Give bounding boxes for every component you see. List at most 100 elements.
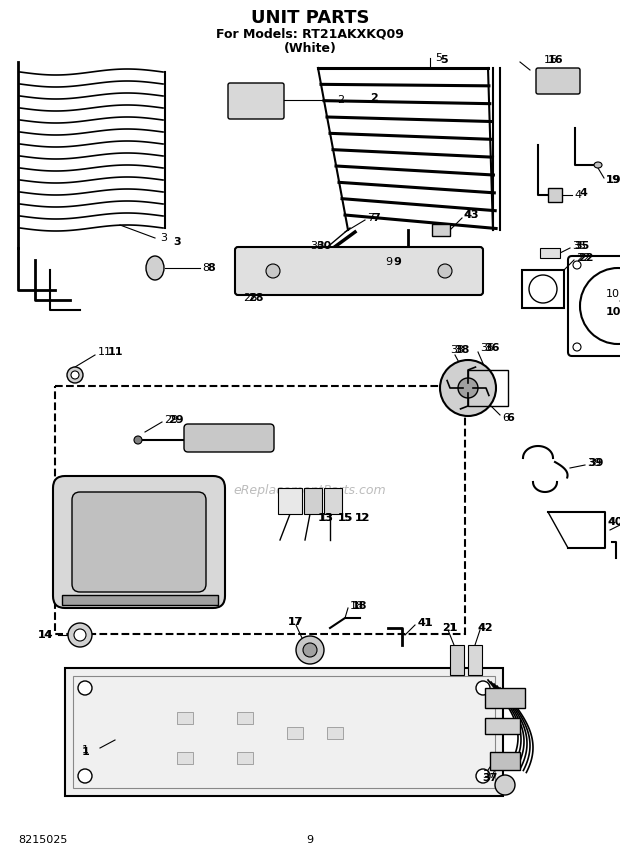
- Circle shape: [476, 681, 490, 695]
- Text: 18: 18: [352, 601, 368, 611]
- Bar: [327, 727, 343, 739]
- Text: eReplacementParts.com: eReplacementParts.com: [234, 484, 386, 496]
- Text: 40: 40: [608, 517, 620, 527]
- Circle shape: [440, 360, 496, 416]
- Text: 42: 42: [478, 623, 492, 633]
- Ellipse shape: [304, 263, 316, 273]
- Bar: [177, 752, 193, 764]
- Text: 11: 11: [108, 347, 123, 357]
- Ellipse shape: [594, 162, 602, 168]
- Bar: [522, 270, 564, 308]
- Text: 36: 36: [480, 343, 494, 353]
- Text: 14: 14: [38, 630, 53, 640]
- Circle shape: [573, 261, 581, 269]
- Text: 29: 29: [168, 415, 184, 425]
- Text: 22: 22: [578, 253, 593, 263]
- Circle shape: [67, 367, 83, 383]
- Circle shape: [68, 623, 92, 647]
- Text: 37: 37: [482, 773, 497, 783]
- Text: 37: 37: [482, 770, 496, 780]
- Text: 43: 43: [464, 210, 479, 220]
- Text: 15: 15: [338, 513, 352, 523]
- Text: 5: 5: [440, 55, 448, 65]
- Text: 9: 9: [393, 257, 401, 267]
- Text: 6: 6: [506, 413, 514, 423]
- FancyBboxPatch shape: [72, 492, 206, 592]
- Text: 5: 5: [435, 53, 442, 63]
- Bar: [485, 718, 520, 734]
- Circle shape: [71, 371, 79, 379]
- Circle shape: [266, 264, 280, 278]
- Bar: [540, 248, 560, 258]
- Text: 16: 16: [548, 55, 564, 65]
- Text: 43: 43: [464, 210, 478, 220]
- FancyBboxPatch shape: [184, 424, 274, 452]
- Text: 39: 39: [587, 458, 601, 468]
- Text: 15: 15: [338, 513, 353, 523]
- Text: 19: 19: [606, 175, 620, 185]
- Text: 30: 30: [310, 241, 324, 251]
- Text: 4: 4: [580, 188, 588, 198]
- Bar: [287, 727, 303, 739]
- Text: 12: 12: [355, 513, 371, 523]
- Text: 28: 28: [248, 293, 264, 303]
- Bar: [468, 645, 482, 675]
- Text: 8215025: 8215025: [18, 835, 68, 845]
- Text: 14: 14: [38, 630, 52, 640]
- Ellipse shape: [134, 436, 142, 444]
- Text: 13: 13: [320, 513, 334, 523]
- Text: 22: 22: [576, 253, 590, 263]
- Bar: [548, 188, 562, 202]
- Bar: [237, 712, 253, 724]
- Bar: [73, 676, 495, 788]
- Text: 1: 1: [82, 747, 90, 757]
- Bar: [468, 370, 508, 406]
- Text: 10: 10: [606, 307, 620, 317]
- FancyBboxPatch shape: [228, 83, 284, 119]
- Text: 9: 9: [306, 835, 314, 845]
- Text: 41: 41: [418, 618, 433, 628]
- Text: 42: 42: [478, 623, 494, 633]
- Bar: [62, 595, 218, 605]
- Text: 21: 21: [442, 623, 456, 633]
- Text: 3: 3: [160, 233, 167, 243]
- Text: 28: 28: [243, 293, 257, 303]
- FancyBboxPatch shape: [536, 68, 580, 94]
- Text: 7: 7: [367, 213, 374, 223]
- Circle shape: [458, 378, 478, 398]
- Text: 4: 4: [574, 190, 581, 200]
- Text: (White): (White): [283, 41, 337, 55]
- Text: 17: 17: [288, 617, 304, 627]
- Text: 21: 21: [442, 623, 458, 633]
- Bar: [177, 712, 193, 724]
- Circle shape: [74, 629, 86, 641]
- Text: 38: 38: [454, 345, 469, 355]
- Circle shape: [296, 636, 324, 664]
- Text: 36: 36: [484, 343, 500, 353]
- Circle shape: [573, 343, 581, 351]
- FancyBboxPatch shape: [53, 476, 225, 608]
- Text: For Models: RT21AKXKQ09: For Models: RT21AKXKQ09: [216, 27, 404, 40]
- Text: 18: 18: [350, 601, 364, 611]
- Bar: [450, 645, 464, 675]
- Ellipse shape: [146, 256, 164, 280]
- Text: 40: 40: [608, 517, 620, 527]
- Circle shape: [495, 775, 515, 795]
- FancyBboxPatch shape: [235, 247, 483, 295]
- Text: 30: 30: [316, 241, 331, 251]
- Bar: [324, 488, 342, 514]
- Text: 39: 39: [588, 458, 603, 468]
- Bar: [55, 386, 465, 634]
- Bar: [278, 488, 302, 514]
- Text: 10: 10: [606, 289, 620, 299]
- Text: UNIT PARTS: UNIT PARTS: [250, 9, 370, 27]
- Text: 8: 8: [207, 263, 215, 273]
- Text: 35: 35: [572, 241, 586, 251]
- Circle shape: [78, 681, 92, 695]
- Circle shape: [438, 264, 452, 278]
- Text: 17: 17: [288, 617, 302, 627]
- Bar: [432, 224, 450, 236]
- Circle shape: [78, 769, 92, 783]
- Bar: [485, 688, 525, 708]
- Text: 8: 8: [202, 263, 209, 273]
